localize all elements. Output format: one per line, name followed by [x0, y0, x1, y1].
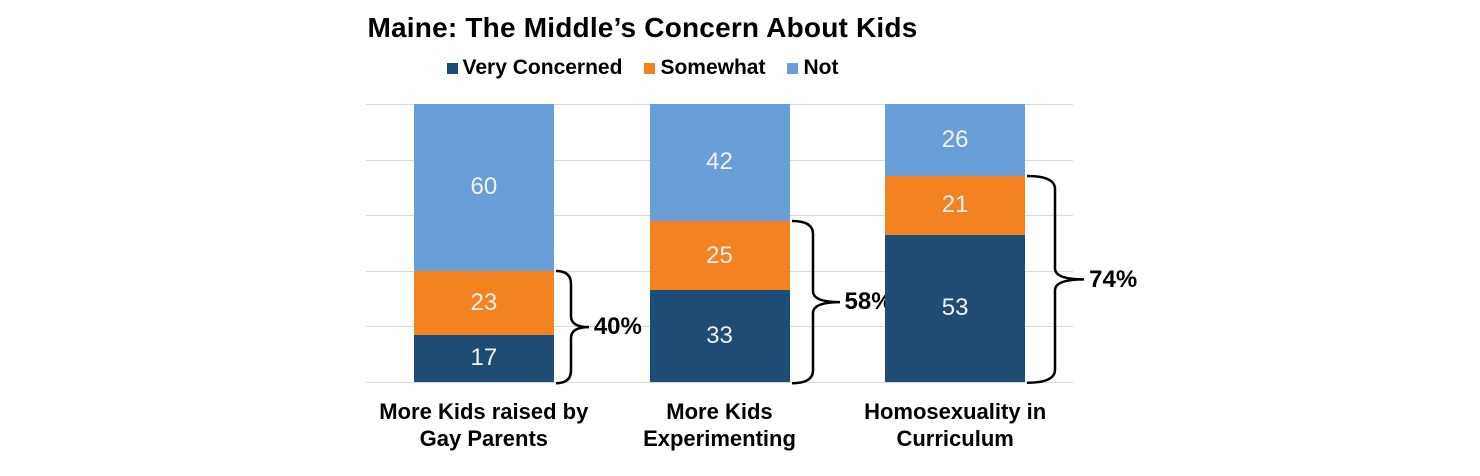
- legend-swatch-icon: [644, 62, 656, 74]
- bar-segment-very-concerned: 17: [413, 334, 554, 382]
- legend-swatch-icon: [446, 62, 458, 74]
- bar-value-label: 26: [941, 126, 969, 154]
- bar-value-label: 42: [706, 148, 733, 176]
- bar-segment-not: 60: [413, 104, 554, 271]
- legend: Very Concerned Somewhat Not: [175, 54, 1110, 82]
- bar-value-label: 21: [941, 191, 969, 219]
- plot-area: 17 23 60 40% More Kids raised by Gay Parents 3…: [366, 104, 1137, 451]
- bracket-label: 58%: [844, 287, 893, 315]
- chart-title: Maine: The Middle’s Concern About Kids: [367, 12, 918, 43]
- bar-value-label: 60: [470, 173, 498, 201]
- bar-segment-somewhat: 21: [885, 176, 1026, 235]
- legend-label: Very Concerned: [462, 56, 623, 79]
- bar-segment-not: 42: [649, 104, 790, 221]
- bracket-label: 74%: [1089, 265, 1138, 293]
- bar-value-label: 23: [470, 288, 498, 316]
- category-label-line: More Kids: [666, 399, 773, 424]
- legend-label: Somewhat: [660, 56, 766, 79]
- bracket-brace: [555, 269, 589, 385]
- bar-segment-somewhat: 25: [649, 220, 790, 291]
- bracket-brace: [1027, 175, 1085, 385]
- bar-value-label: 17: [470, 344, 498, 372]
- category-label-line: More Kids raised by: [379, 399, 589, 424]
- legend-item-0: Very Concerned: [446, 56, 623, 80]
- category-label-line: Curriculum: [896, 426, 1014, 451]
- bar-segment-somewhat: 23: [413, 270, 554, 335]
- category-label-line: Gay Parents: [419, 426, 549, 451]
- category-label: Homosexuality in Curriculum: [827, 398, 1083, 452]
- legend-item-2: Not: [787, 56, 838, 80]
- bar-value-label: 25: [706, 241, 733, 269]
- legend-label: Not: [803, 56, 839, 79]
- bar-segment-very-concerned: 53: [885, 234, 1026, 382]
- legend-swatch-icon: [787, 62, 799, 74]
- bar-segment-very-concerned: 33: [649, 290, 790, 382]
- bracket-brace: [791, 219, 840, 385]
- bracket-label: 40%: [593, 312, 642, 340]
- category-label-line: Homosexuality in: [864, 399, 1047, 424]
- gridline-0: [366, 382, 1073, 383]
- bar-segment-not: 26: [885, 104, 1026, 177]
- category-label: More Kids Experimenting: [592, 398, 848, 452]
- category-label-line: Experimenting: [643, 426, 796, 451]
- bar-value-label: 33: [706, 322, 733, 350]
- category-label: More Kids raised by Gay Parents: [356, 398, 612, 452]
- legend-item-1: Somewhat: [644, 56, 765, 80]
- bar-value-label: 53: [941, 294, 969, 322]
